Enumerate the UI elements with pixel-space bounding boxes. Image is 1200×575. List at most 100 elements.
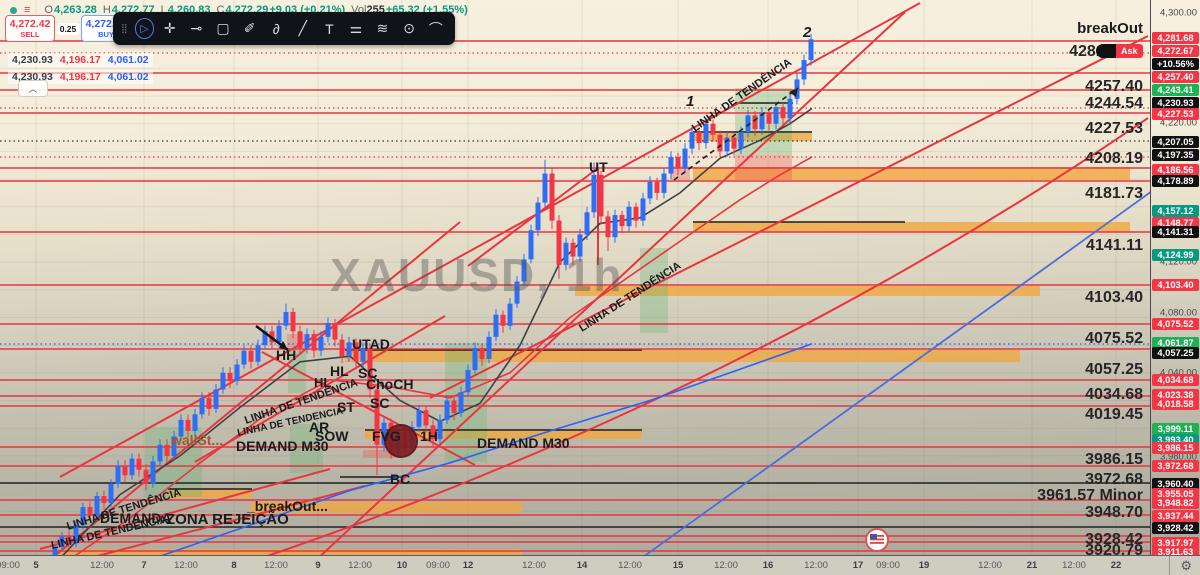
candle-body — [66, 536, 72, 544]
time-axis[interactable]: ⚙ 09:00 5 12:00 7 12:00 8 12:00 9 12:00 10 09:00 12… — [0, 555, 1200, 575]
candle-body — [234, 364, 240, 382]
annotation-label: SOW — [315, 428, 349, 444]
supply-demand-band — [250, 502, 522, 513]
trend-line — [429, 35, 1149, 399]
candle-body — [766, 112, 772, 124]
price-level-text: 3961.57 Minor — [1037, 487, 1143, 504]
long-position-icon[interactable]: ⚌ — [349, 20, 363, 36]
price-label-pill: 3,986.15 — [1152, 442, 1199, 454]
time-tick: 12:00 — [618, 560, 642, 571]
price-label-pill: 4,257.40 — [1152, 71, 1199, 83]
marker-pen-icon[interactable]: ✐ — [243, 20, 256, 36]
candle-body — [745, 115, 751, 133]
curve-icon[interactable]: ⌒ — [428, 20, 443, 37]
candle-body — [332, 323, 338, 340]
candle-body — [696, 132, 702, 144]
candle-body — [717, 134, 723, 152]
annotation-label: ZONA REJEIÇÃO — [166, 510, 289, 528]
price-axis[interactable]: 4,300.00 4,220.00 4,120.00 4,080.00 4,040.00… — [1150, 0, 1200, 558]
floating-drawing-toolbar: ⣿ ▷ ✛ ⊸ ▢ ✐ ∂ ╱ T ⚌ ≋ ⊙ ⌒ — [113, 12, 455, 45]
toolbar-drag-handle-icon[interactable]: ⣿ — [121, 23, 129, 33]
candle-body — [689, 132, 695, 149]
us-flag-stripe — [870, 542, 884, 544]
supply-demand-band — [693, 167, 1130, 180]
price-label-pill: 4,243.41 — [1152, 84, 1199, 96]
price-label-pill: +10.56% — [1152, 58, 1199, 70]
candle-body — [241, 350, 247, 365]
supply-demand-band — [575, 286, 1040, 296]
price-label-pill: 4,124.99 — [1152, 249, 1199, 261]
candle-body — [248, 350, 254, 362]
date-tick: 7 — [141, 560, 147, 571]
trend-line-icon[interactable]: ╱ — [298, 20, 307, 36]
trend-line — [97, 485, 366, 555]
candle-body — [255, 345, 261, 362]
candle-body — [787, 98, 793, 119]
date-tick: 16 — [762, 560, 774, 571]
candle-body — [577, 234, 583, 257]
candle-body — [605, 216, 611, 238]
price-label-pill: 4,103.40 — [1152, 279, 1199, 291]
date-tick: 9 — [315, 560, 321, 571]
price-label-pill: 3,960.40 — [1152, 478, 1199, 490]
price-label-pill: 4,281.68 — [1152, 32, 1199, 44]
supply-demand-band — [365, 430, 642, 439]
text-icon[interactable]: T — [325, 20, 334, 37]
candle-body — [479, 347, 485, 359]
price-label-pill: 4,230.93 — [1152, 97, 1199, 109]
horizontal-ray-icon[interactable]: ⊸ — [190, 20, 203, 36]
supply-zone-box — [363, 450, 402, 458]
candle-body — [171, 436, 177, 456]
trend-line — [39, 468, 331, 550]
price-tick: 4,300.00 — [1160, 7, 1197, 19]
price-label-pill: 4,207.05 — [1152, 136, 1199, 148]
ohlc-key: O — [44, 4, 53, 16]
time-tick: 12:00 — [1062, 560, 1086, 571]
rectangle-icon[interactable]: ▢ — [216, 20, 230, 36]
axis-settings-gear-icon[interactable]: ⚙ — [1180, 558, 1192, 573]
candle-body — [598, 174, 604, 217]
collapse-legend-button[interactable]: ︿ — [18, 80, 48, 97]
buy-label: BUY — [98, 29, 114, 39]
candle-body — [535, 202, 541, 231]
trend-line — [261, 351, 476, 466]
candle-body — [640, 198, 646, 221]
candle-body — [682, 148, 688, 169]
candle-body — [283, 311, 289, 326]
cursor-play-icon[interactable]: ▷ — [134, 18, 155, 39]
indicator-values-row[interactable]: 4,230.93 4,196.17 4,061.02 — [8, 53, 153, 67]
ohlc-key: C — [216, 4, 225, 16]
price-label-pill: 4,061.87 — [1152, 337, 1199, 349]
candle-body — [94, 496, 100, 516]
ma-value: 4,230.93 — [12, 54, 53, 66]
candle-body — [451, 400, 457, 413]
ma-blue-line — [161, 343, 813, 555]
brush-icon[interactable]: ∂ — [272, 20, 280, 37]
time-tick: 12:00 — [348, 560, 372, 571]
annotation-label: HL — [314, 375, 331, 390]
chart-canvas[interactable]: 4257.40 4244.54 4227.53 4208.19 4181.73 4141.… — [0, 0, 1150, 555]
price-label-pill: 4,057.25 — [1152, 347, 1199, 359]
candle-body — [654, 181, 660, 193]
date-tick: 12 — [462, 560, 474, 571]
sell-button[interactable]: 4,272.42 SELL — [5, 15, 55, 42]
ellipse-icon[interactable]: ⊙ — [403, 20, 415, 36]
price-label-pill: 4,034.68 — [1152, 374, 1199, 386]
crosshair-icon[interactable]: ✛ — [163, 20, 176, 36]
short-position-icon[interactable]: ≋ — [376, 20, 389, 36]
annotation-label: UT — [589, 159, 608, 175]
candle-body — [668, 156, 674, 174]
time-tick: 12:00 — [522, 560, 546, 571]
account-manager-icon[interactable]: ≡ — [24, 4, 31, 16]
candle-body — [584, 212, 590, 235]
candle-body — [374, 389, 380, 445]
annotation-label: UTAD — [352, 336, 390, 352]
candle-body — [87, 507, 93, 516]
price-label-pill: 4,186.56 — [1152, 164, 1199, 176]
supply-demand-band — [168, 489, 252, 498]
annotation-label: ST — [337, 399, 355, 415]
annotation-label: SC — [358, 365, 377, 381]
price-label-pill: 3,937.44 — [1152, 510, 1199, 522]
date-tick: 19 — [918, 560, 930, 571]
candle-body — [346, 342, 352, 357]
